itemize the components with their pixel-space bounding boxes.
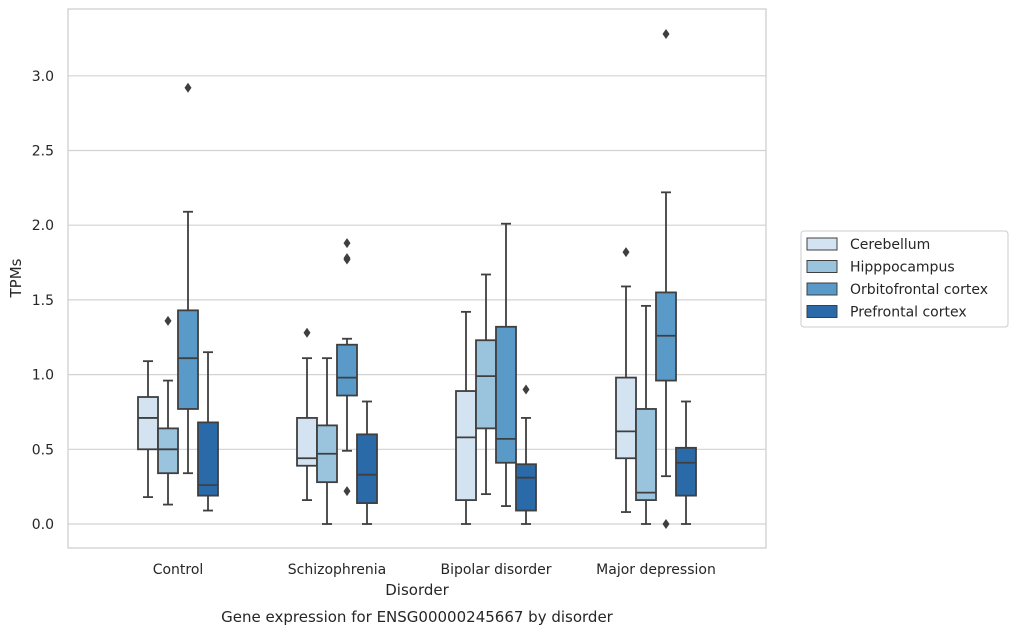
legend-label: Prefrontal cortex xyxy=(850,305,967,321)
x-tick-label: Control xyxy=(153,562,204,578)
outlier-point xyxy=(662,519,670,529)
box xyxy=(475,339,497,430)
box xyxy=(515,463,537,512)
box xyxy=(495,325,517,464)
box xyxy=(197,421,219,497)
box-0-0 xyxy=(137,360,159,499)
y-tick-label: 2.5 xyxy=(32,144,54,160)
legend-swatch xyxy=(806,282,838,296)
legend-swatch xyxy=(806,305,838,318)
box xyxy=(356,433,378,504)
box-2-0 xyxy=(177,82,199,475)
box-series xyxy=(137,28,697,529)
y-tick-label: 0.0 xyxy=(32,517,54,533)
box-1-2 xyxy=(475,273,497,496)
box xyxy=(336,343,358,397)
box-3-3 xyxy=(675,400,697,525)
box-1-3 xyxy=(635,304,657,525)
y-tick-label: 0.5 xyxy=(32,442,54,458)
chart-title: Gene expression for ENSG00000245667 by d… xyxy=(221,608,614,626)
legend-swatch xyxy=(806,260,838,273)
outlier-point xyxy=(522,384,530,395)
legend-label: Cerebellum xyxy=(850,237,930,253)
x-tick-label: Schizophrenia xyxy=(288,562,386,578)
box xyxy=(455,390,477,501)
box-2-3 xyxy=(655,28,677,529)
box xyxy=(615,376,637,460)
box xyxy=(177,309,199,410)
y-tick-label: 1.0 xyxy=(32,368,54,384)
legend-label: Orbitofrontal cortex xyxy=(850,282,988,298)
box xyxy=(137,396,159,451)
x-tick-labels: Control Schizophrenia Bipolar disorder Majo… xyxy=(153,562,716,578)
outlier-point xyxy=(343,238,351,249)
box-0-1 xyxy=(296,327,318,501)
outlier-point xyxy=(662,28,670,39)
box-0-2 xyxy=(455,310,477,525)
box-0-3 xyxy=(615,247,637,513)
legend-label: Hipppocampus xyxy=(850,260,955,276)
box-3-0 xyxy=(197,351,219,512)
outlier-point xyxy=(303,327,311,338)
legend-swatch xyxy=(806,237,838,251)
box xyxy=(157,427,179,475)
y-axis-title: TPMs xyxy=(7,258,25,298)
y-tick-labels: 0.0 0.5 1.0 1.5 2.0 2.5 3.0 xyxy=(32,69,54,533)
plot-frame xyxy=(67,8,767,549)
box xyxy=(635,408,657,501)
outlier-point xyxy=(622,247,630,258)
y-tick-label: 3.0 xyxy=(32,69,54,85)
x-axis-title: Disorder xyxy=(385,581,449,599)
box-3-2 xyxy=(515,384,537,525)
y-tick-label: 2.0 xyxy=(32,218,54,234)
x-tick-label: Major depression xyxy=(596,562,716,578)
box xyxy=(675,446,697,497)
y-tick-label: 1.5 xyxy=(32,293,54,309)
outlier-point xyxy=(184,82,192,93)
legend: Cerebellum Hipppocampus Orbitofrontal cort… xyxy=(800,230,1009,328)
box-2-1 xyxy=(336,238,358,497)
outlier-point xyxy=(164,315,172,326)
box-2-2 xyxy=(495,222,517,507)
outlier-point xyxy=(343,486,351,497)
box-3-1 xyxy=(356,400,378,525)
box-1-1 xyxy=(316,357,338,525)
outlier-point xyxy=(343,253,351,264)
legend-frame xyxy=(800,230,1009,328)
box-1-0 xyxy=(157,315,179,506)
x-tick-label: Bipolar disorder xyxy=(440,562,551,578)
